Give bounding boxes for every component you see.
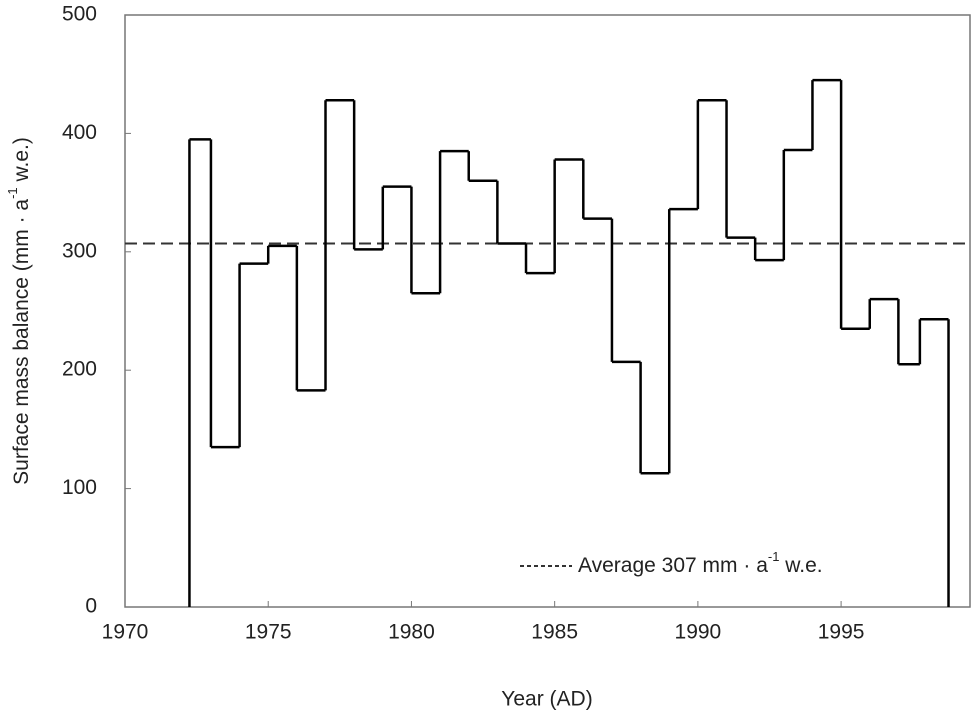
x-tick-label: 1970: [102, 621, 149, 644]
x-tick-label: 1985: [531, 621, 578, 644]
legend-suffix: w.e.: [779, 554, 822, 577]
x-tick-label: 1990: [675, 621, 722, 644]
x-tick-label: 1975: [245, 621, 292, 644]
y-axis-label: Surface mass balance (mm · a-1 w.e.): [5, 137, 32, 485]
y-label-text: Surface mass balance (mm · a: [10, 199, 33, 485]
y-label-suffix: w.e.): [10, 137, 33, 187]
legend-text: Average 307 mm · a: [578, 554, 768, 577]
legend-sup: -1: [768, 549, 780, 564]
x-tick-label: 1995: [818, 621, 865, 644]
y-tick-label: 500: [62, 3, 97, 26]
x-tick-label: 1980: [388, 621, 435, 644]
y-tick-label: 0: [85, 595, 97, 618]
x-axis-label: Year (AD): [501, 688, 592, 711]
legend-label: Average 307 mm · a-1 w.e.: [578, 549, 823, 576]
y-tick-label: 100: [62, 476, 97, 499]
y-label-sup: -1: [5, 187, 20, 199]
y-tick-label: 200: [62, 358, 97, 381]
plot-frame: [124, 14, 971, 608]
y-tick-label: 300: [62, 239, 97, 262]
y-tick-label: 400: [62, 121, 97, 144]
